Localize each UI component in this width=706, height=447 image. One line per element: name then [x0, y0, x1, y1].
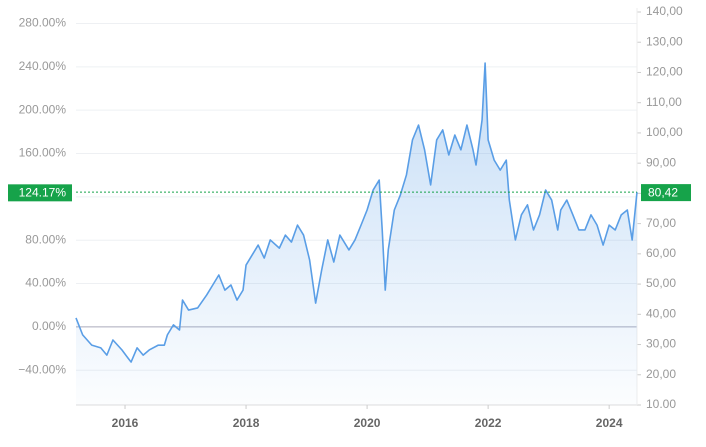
y2-tick-label: 50,00 — [646, 276, 676, 290]
y-tick-label: 280.00% — [19, 16, 67, 30]
y2-tick-label: 70,00 — [646, 216, 676, 230]
last-value-box — [641, 184, 691, 202]
y2-tick-label: 40,00 — [646, 306, 676, 320]
x-tick-label: 2024 — [596, 416, 623, 430]
last-change-label: 124.17% — [19, 186, 67, 200]
x-tick-label: 2016 — [112, 416, 139, 430]
price-line — [75, 62, 638, 363]
y2-tick-label: 60,00 — [646, 246, 676, 260]
y2-tick-label: 130,00 — [646, 34, 683, 48]
y-tick-label: 40.00% — [25, 276, 66, 290]
y2-tick-label: 90,00 — [646, 155, 676, 169]
y2-tick-label: 120,00 — [646, 65, 683, 79]
y2-tick-label: 30,00 — [646, 337, 676, 351]
y-tick-label: 240.00% — [19, 59, 67, 73]
y2-tick-label: 100,00 — [646, 125, 683, 139]
area — [76, 63, 637, 406]
y2-tick-label: 20,00 — [646, 367, 676, 381]
y-tick-label: 0.00% — [32, 319, 66, 333]
y2-tick-label: 140,00 — [646, 4, 683, 18]
y-tick-label: 200.00% — [19, 102, 67, 116]
last-change-box — [8, 184, 72, 202]
x-tick-label: 2022 — [475, 416, 502, 430]
x-tick-label: 2018 — [233, 416, 260, 430]
y-tick-label: 160.00% — [19, 146, 67, 160]
x-tick-label: 2020 — [354, 416, 381, 430]
y-tick-label: 80.00% — [25, 232, 66, 246]
y-tick-label: −40.00% — [18, 362, 66, 376]
last-value-label: 80,42 — [648, 185, 678, 199]
y2-tick-label: 10.00 — [646, 397, 676, 411]
y2-tick-label: 110,00 — [646, 95, 682, 109]
